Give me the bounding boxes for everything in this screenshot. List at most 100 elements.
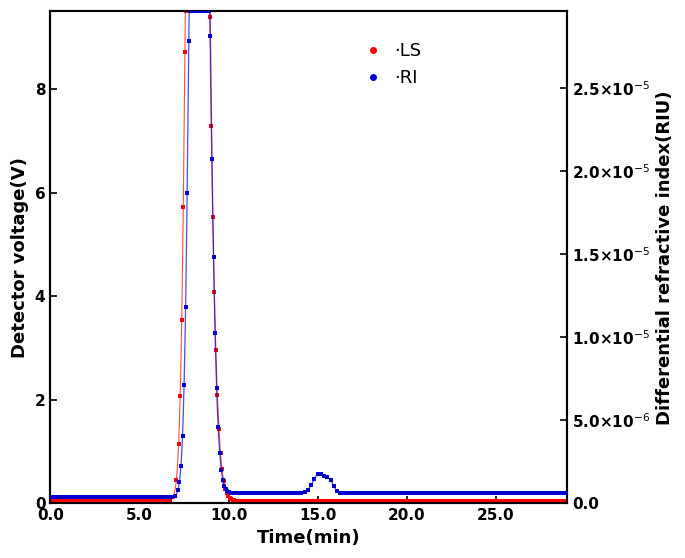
- Point: [103, 497, 114, 506]
- Point: [66, 493, 77, 502]
- Point: [451, 489, 462, 498]
- Point: [106, 497, 117, 506]
- Point: [176, 315, 187, 324]
- Point: [153, 493, 164, 502]
- Point: [218, 477, 229, 485]
- Point: [212, 391, 223, 400]
- Point: [395, 497, 406, 506]
- Point: [290, 489, 301, 498]
- Point: [193, 7, 204, 16]
- Point: [430, 497, 441, 506]
- Point: [436, 497, 447, 506]
- Point: [399, 489, 410, 498]
- Point: [501, 497, 512, 506]
- Point: [88, 493, 99, 502]
- Point: [385, 497, 396, 506]
- Point: [199, 7, 210, 16]
- Point: [288, 497, 299, 506]
- Point: [222, 487, 233, 496]
- Point: [396, 489, 407, 498]
- Point: [228, 489, 239, 498]
- Point: [536, 497, 547, 506]
- Point: [127, 493, 138, 502]
- Point: [443, 497, 454, 506]
- Point: [373, 489, 384, 498]
- Point: [554, 489, 565, 498]
- Point: [82, 493, 93, 502]
- Point: [241, 489, 252, 498]
- Point: [147, 493, 158, 502]
- X-axis label: Time(min): Time(min): [257, 529, 360, 547]
- Point: [171, 476, 182, 485]
- Point: [97, 497, 108, 506]
- Point: [372, 497, 383, 506]
- Point: [158, 497, 169, 506]
- Point: [409, 489, 420, 498]
- Point: [480, 489, 491, 498]
- Point: [330, 497, 341, 506]
- Point: [323, 497, 334, 506]
- Point: [51, 497, 62, 506]
- Point: [367, 489, 378, 498]
- Point: [419, 489, 429, 498]
- Point: [427, 497, 438, 506]
- Point: [434, 497, 445, 506]
- Point: [514, 497, 525, 506]
- Point: [279, 489, 290, 498]
- Point: [179, 381, 190, 390]
- Point: [132, 497, 143, 506]
- Point: [440, 497, 451, 506]
- Point: [504, 497, 515, 506]
- Point: [499, 489, 510, 498]
- Point: [485, 497, 496, 506]
- Point: [101, 493, 112, 502]
- Point: [208, 213, 219, 222]
- Point: [252, 497, 263, 506]
- Point: [410, 497, 421, 506]
- Point: [234, 489, 245, 498]
- Point: [186, 7, 197, 16]
- Point: [77, 497, 88, 506]
- Point: [180, 302, 191, 311]
- Point: [195, 7, 206, 16]
- Point: [348, 489, 359, 498]
- Point: [142, 497, 153, 506]
- Point: [545, 489, 556, 498]
- Point: [286, 489, 297, 498]
- Point: [197, 7, 208, 16]
- Point: [283, 489, 294, 498]
- Point: [322, 473, 333, 482]
- Point: [249, 497, 260, 506]
- Point: [547, 497, 558, 506]
- Point: [124, 493, 135, 502]
- Point: [275, 497, 286, 506]
- Point: [417, 497, 428, 506]
- Point: [114, 493, 125, 502]
- Point: [378, 497, 389, 506]
- Point: [498, 497, 509, 506]
- Point: [262, 497, 273, 506]
- Point: [302, 485, 313, 494]
- Point: [205, 31, 216, 40]
- Point: [55, 497, 66, 506]
- Point: [79, 493, 90, 502]
- Point: [173, 439, 184, 448]
- Point: [340, 497, 351, 506]
- Point: [538, 489, 549, 498]
- Point: [454, 489, 465, 498]
- Point: [529, 489, 540, 498]
- Point: [354, 489, 365, 498]
- Point: [469, 497, 479, 506]
- Point: [422, 489, 433, 498]
- Point: [388, 497, 399, 506]
- Point: [148, 497, 159, 506]
- Point: [416, 489, 427, 498]
- Point: [383, 489, 394, 498]
- Point: [412, 489, 423, 498]
- Y-axis label: Detector voltage(V): Detector voltage(V): [11, 157, 29, 358]
- Point: [233, 497, 244, 506]
- Point: [428, 489, 439, 498]
- Point: [301, 497, 312, 506]
- Point: [84, 497, 95, 506]
- Point: [377, 489, 388, 498]
